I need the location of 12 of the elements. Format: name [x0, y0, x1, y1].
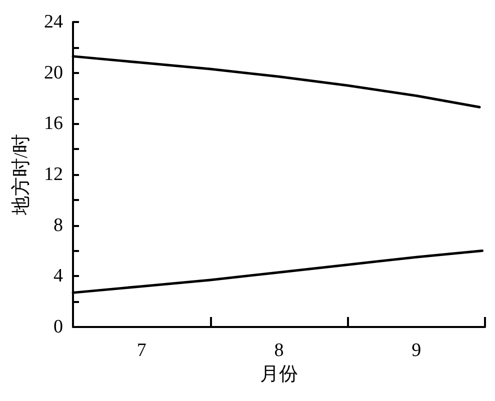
- x-tick-label: 8: [274, 340, 284, 361]
- y-tick-label: 24: [44, 12, 64, 32]
- y-tick-label: 8: [54, 214, 63, 236]
- x-axis-title: 月份: [260, 364, 298, 385]
- y-axis-title: 地方时/时: [10, 134, 32, 216]
- y-tick-label: 12: [44, 164, 63, 185]
- y-tick-label: 4: [54, 266, 64, 287]
- y-tick-label: 0: [54, 316, 63, 338]
- y-tick-label: 16: [44, 113, 63, 134]
- y-tick-label: 20: [44, 62, 63, 84]
- x-tick-label: 7: [136, 340, 146, 361]
- x-tick-label: 9: [412, 340, 422, 361]
